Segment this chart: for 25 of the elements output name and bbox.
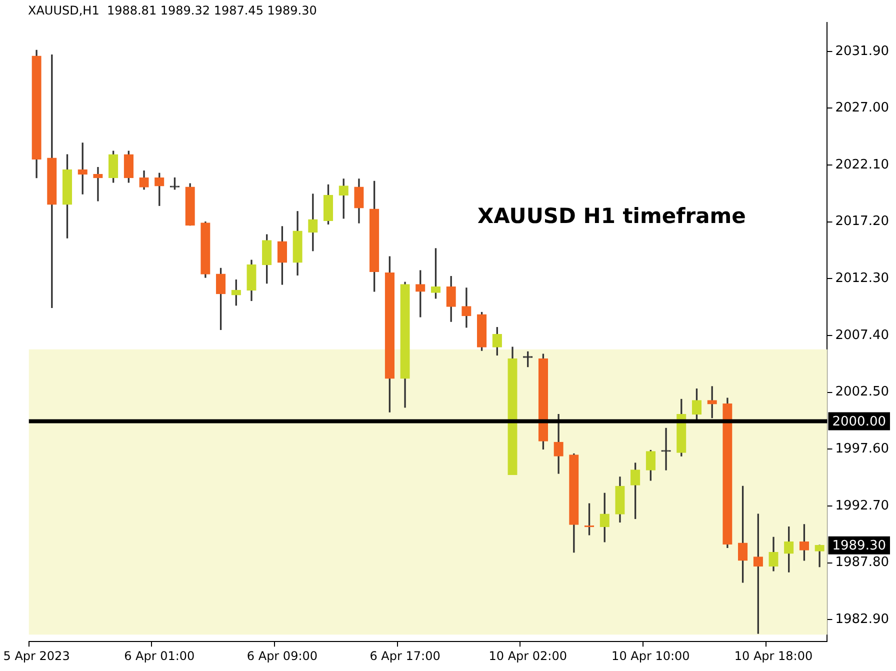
x-tick-label: 6 Apr 17:00: [370, 648, 440, 663]
y-tick-label: 2007.40: [835, 328, 890, 343]
y-tick-label: 2002.50: [835, 384, 890, 400]
y-tick-label: 2031.90: [835, 44, 890, 59]
x-tick-label: 5 Apr 2023: [3, 648, 70, 663]
y-tick-label: 2012.30: [835, 271, 890, 286]
x-tick-label: 10 Apr 02:00: [488, 648, 567, 663]
x-tick-label: 6 Apr 09:00: [246, 648, 318, 663]
y-tick-label: 2027.00: [835, 100, 890, 116]
y-tick-label: 2017.20: [835, 214, 890, 230]
candlestick: [661, 428, 671, 470]
ref-line-label: 2000.00: [832, 414, 886, 430]
annotation: XAUUSD H1 timeframe: [477, 204, 746, 228]
text: 1989.30: [832, 538, 886, 554]
x-tick-label: 10 Apr 10:00: [612, 648, 690, 663]
y-tick-label: 1997.60: [835, 441, 890, 456]
candlestick: [462, 288, 472, 328]
x-tick-label: 10 Apr 18:00: [734, 648, 813, 663]
y-tick-label: 1992.70: [835, 498, 890, 514]
candlestick: [93, 167, 103, 202]
y-tick-label: 1987.80: [835, 555, 890, 570]
y-tick-label: 2022.10: [835, 157, 890, 172]
chart-title: XAUUSD,H1 1988.81 1989.32 1987.45 1989.30: [28, 3, 317, 18]
x-tick-label: 6 Apr 01:00: [124, 648, 195, 663]
y-tick-label: 1982.90: [835, 612, 890, 627]
